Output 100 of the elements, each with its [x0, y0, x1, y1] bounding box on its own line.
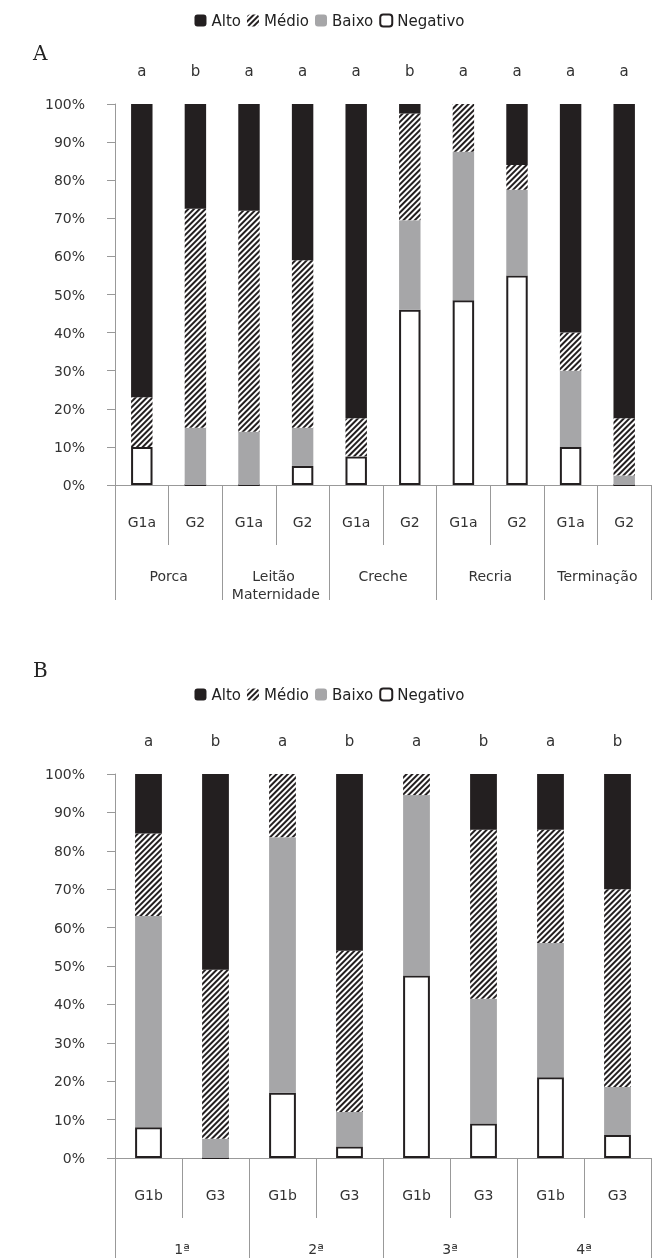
bar	[452, 300, 475, 485]
legend-label: Negativo	[397, 685, 465, 704]
text: a	[298, 61, 308, 80]
legend-label: Baixo	[332, 685, 374, 704]
text: 4ª	[576, 1241, 592, 1257]
text: 2ª	[308, 1241, 324, 1257]
bar	[559, 370, 582, 447]
bar	[399, 104, 421, 114]
x-tick-label: G2	[507, 514, 527, 530]
text: a	[351, 61, 361, 80]
text: 3ª	[442, 1241, 458, 1257]
bar	[559, 446, 582, 485]
x-tick-label: G2	[399, 514, 420, 530]
text: b	[190, 61, 201, 80]
legend-label: Médio	[263, 11, 310, 30]
y-tick-label: 60%	[53, 248, 85, 265]
x-tick-label: G3	[339, 1187, 360, 1203]
bar	[537, 1077, 564, 1158]
bar	[604, 1134, 631, 1158]
bar	[269, 1092, 296, 1158]
y-tick-label: 20%	[53, 1073, 85, 1090]
bar	[470, 998, 497, 1124]
text: b	[210, 731, 221, 750]
y-tick-label: 30%	[53, 1034, 85, 1051]
y-tick-label: 20%	[53, 400, 85, 417]
bar	[452, 151, 475, 301]
bar	[202, 774, 229, 970]
text: a	[143, 731, 154, 750]
bar	[291, 104, 314, 261]
bar	[604, 774, 631, 890]
text: a	[137, 61, 147, 80]
text: a	[512, 61, 522, 80]
bar	[613, 104, 635, 419]
y-tick-label: 70%	[53, 210, 85, 227]
bar	[238, 431, 260, 485]
y-tick-label: 10%	[53, 438, 85, 455]
bar	[202, 1138, 229, 1158]
text: a	[411, 731, 422, 750]
bar	[336, 774, 363, 951]
bar	[506, 104, 528, 165]
bar	[345, 104, 367, 419]
text: Porca	[149, 568, 188, 584]
bar	[336, 1146, 363, 1158]
text: a	[566, 61, 576, 80]
text: a	[545, 731, 556, 750]
bar	[559, 104, 582, 333]
x-tick-label: G1a	[556, 514, 585, 530]
x-tick-label: G1b	[134, 1187, 163, 1203]
bar	[399, 220, 421, 310]
legend-label: Médio	[263, 685, 310, 704]
bar	[604, 1086, 631, 1135]
y-tick-label: 40%	[53, 996, 85, 1013]
bar	[135, 916, 162, 1128]
y-tick-label: 40%	[53, 324, 85, 341]
bar	[291, 465, 314, 485]
x-tick-label: G1a	[127, 514, 156, 530]
bar	[470, 1123, 497, 1158]
x-tick-label: G1b	[268, 1187, 297, 1203]
bar	[131, 104, 153, 398]
bar	[184, 427, 207, 485]
text: Leitão Maternidade	[231, 568, 320, 602]
text: b	[405, 61, 415, 80]
bar	[291, 427, 314, 466]
y-tick-label: 60%	[53, 919, 85, 936]
x-tick-label: G1b	[402, 1187, 431, 1203]
legend-label: Baixo	[332, 11, 374, 30]
bar	[403, 795, 430, 976]
text: b	[478, 731, 489, 750]
bar	[345, 456, 367, 485]
x-tick-label: G1a	[234, 514, 264, 530]
chart-title: A	[32, 41, 48, 65]
bar	[135, 1127, 162, 1158]
bar	[537, 942, 564, 1078]
legend-label: Alto	[211, 685, 241, 704]
y-tick-label: 30%	[53, 362, 85, 379]
x-tick-label: G3	[473, 1187, 494, 1203]
y-tick-label: 90%	[53, 134, 85, 151]
text: a	[277, 731, 288, 750]
bar	[470, 774, 497, 830]
legend-label: Negativo	[397, 11, 465, 30]
x-tick-label: G2	[292, 514, 313, 530]
x-tick-label: G3	[607, 1187, 628, 1203]
bar	[537, 774, 564, 830]
x-tick-label: G3	[205, 1187, 226, 1203]
bar	[269, 837, 296, 1093]
text: b	[612, 731, 623, 750]
y-tick-label: 0%	[62, 1150, 85, 1166]
text: Creche	[358, 568, 408, 584]
y-tick-label: 100%	[44, 766, 85, 782]
text: a	[244, 61, 254, 80]
y-tick-label: 10%	[53, 1111, 85, 1128]
y-tick-label: 90%	[53, 804, 85, 821]
x-tick-label: G1a	[449, 514, 478, 530]
text: b	[344, 731, 355, 750]
y-tick-label: 70%	[53, 881, 85, 898]
x-tick-label: G1a	[342, 514, 371, 530]
x-tick-label: G2	[614, 514, 635, 530]
y-tick-label: 0%	[62, 477, 85, 493]
bar	[184, 104, 207, 209]
y-tick-label: 50%	[53, 958, 85, 974]
